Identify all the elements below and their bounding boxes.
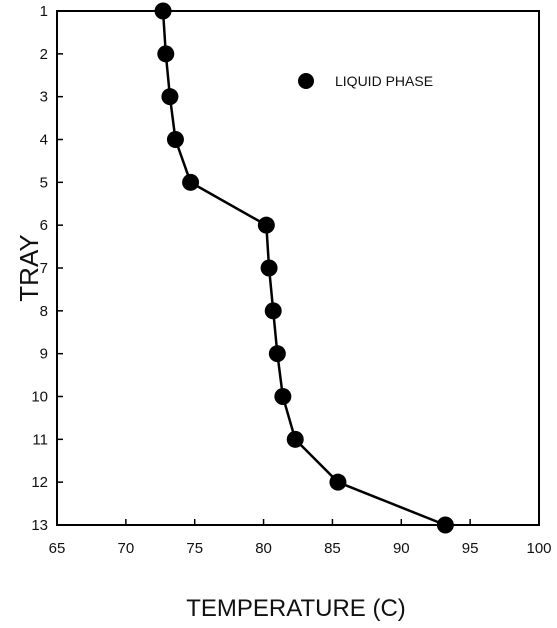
- x-axis-title: TEMPERATURE (C): [186, 595, 406, 622]
- x-axis: 65 70 75 80 85 90 95 100: [49, 519, 552, 557]
- y-tick-label: 1: [40, 3, 48, 20]
- data-point: [329, 473, 347, 491]
- legend: LIQUID PHASE: [298, 73, 433, 89]
- legend-label: LIQUID PHASE: [335, 73, 433, 89]
- data-point: [157, 45, 175, 63]
- data-point: [154, 2, 172, 20]
- x-tick-label: 80: [255, 540, 272, 557]
- x-tick-label: 100: [526, 540, 551, 557]
- y-tick-label: 13: [31, 517, 48, 534]
- liquid-phase-points: [154, 2, 454, 534]
- x-tick-label: 65: [49, 540, 66, 557]
- y-tick-label: 12: [31, 474, 48, 491]
- data-point: [166, 131, 184, 148]
- y-tick-label: 10: [31, 389, 48, 406]
- data-point: [264, 302, 282, 320]
- x-tick-label: 75: [186, 540, 203, 557]
- y-tick-label: 7: [40, 260, 48, 277]
- y-tick-label: 4: [40, 132, 48, 149]
- data-point: [274, 388, 292, 405]
- data-point: [182, 173, 200, 191]
- x-tick-label: 95: [462, 540, 479, 557]
- y-tick-label: 5: [40, 174, 48, 191]
- y-tick-label: 9: [40, 346, 48, 363]
- legend-marker: [298, 73, 314, 89]
- y-tick-label: 6: [40, 217, 48, 234]
- data-point: [286, 430, 304, 448]
- x-tick-label: 90: [393, 540, 410, 557]
- data-point: [268, 345, 286, 363]
- data-point: [257, 216, 275, 234]
- y-tick-label: 3: [40, 89, 48, 106]
- x-tick-label: 85: [324, 540, 341, 557]
- data-point: [260, 259, 278, 277]
- y-tick-label: 2: [40, 46, 48, 63]
- data-point: [436, 516, 454, 534]
- y-tick-label: 11: [32, 431, 48, 448]
- plot-frame: [56, 10, 540, 526]
- data-point: [161, 88, 179, 106]
- y-axis-title: TRAY: [14, 234, 44, 301]
- x-tick-label: 70: [118, 540, 135, 557]
- y-tick-label: 8: [40, 303, 48, 320]
